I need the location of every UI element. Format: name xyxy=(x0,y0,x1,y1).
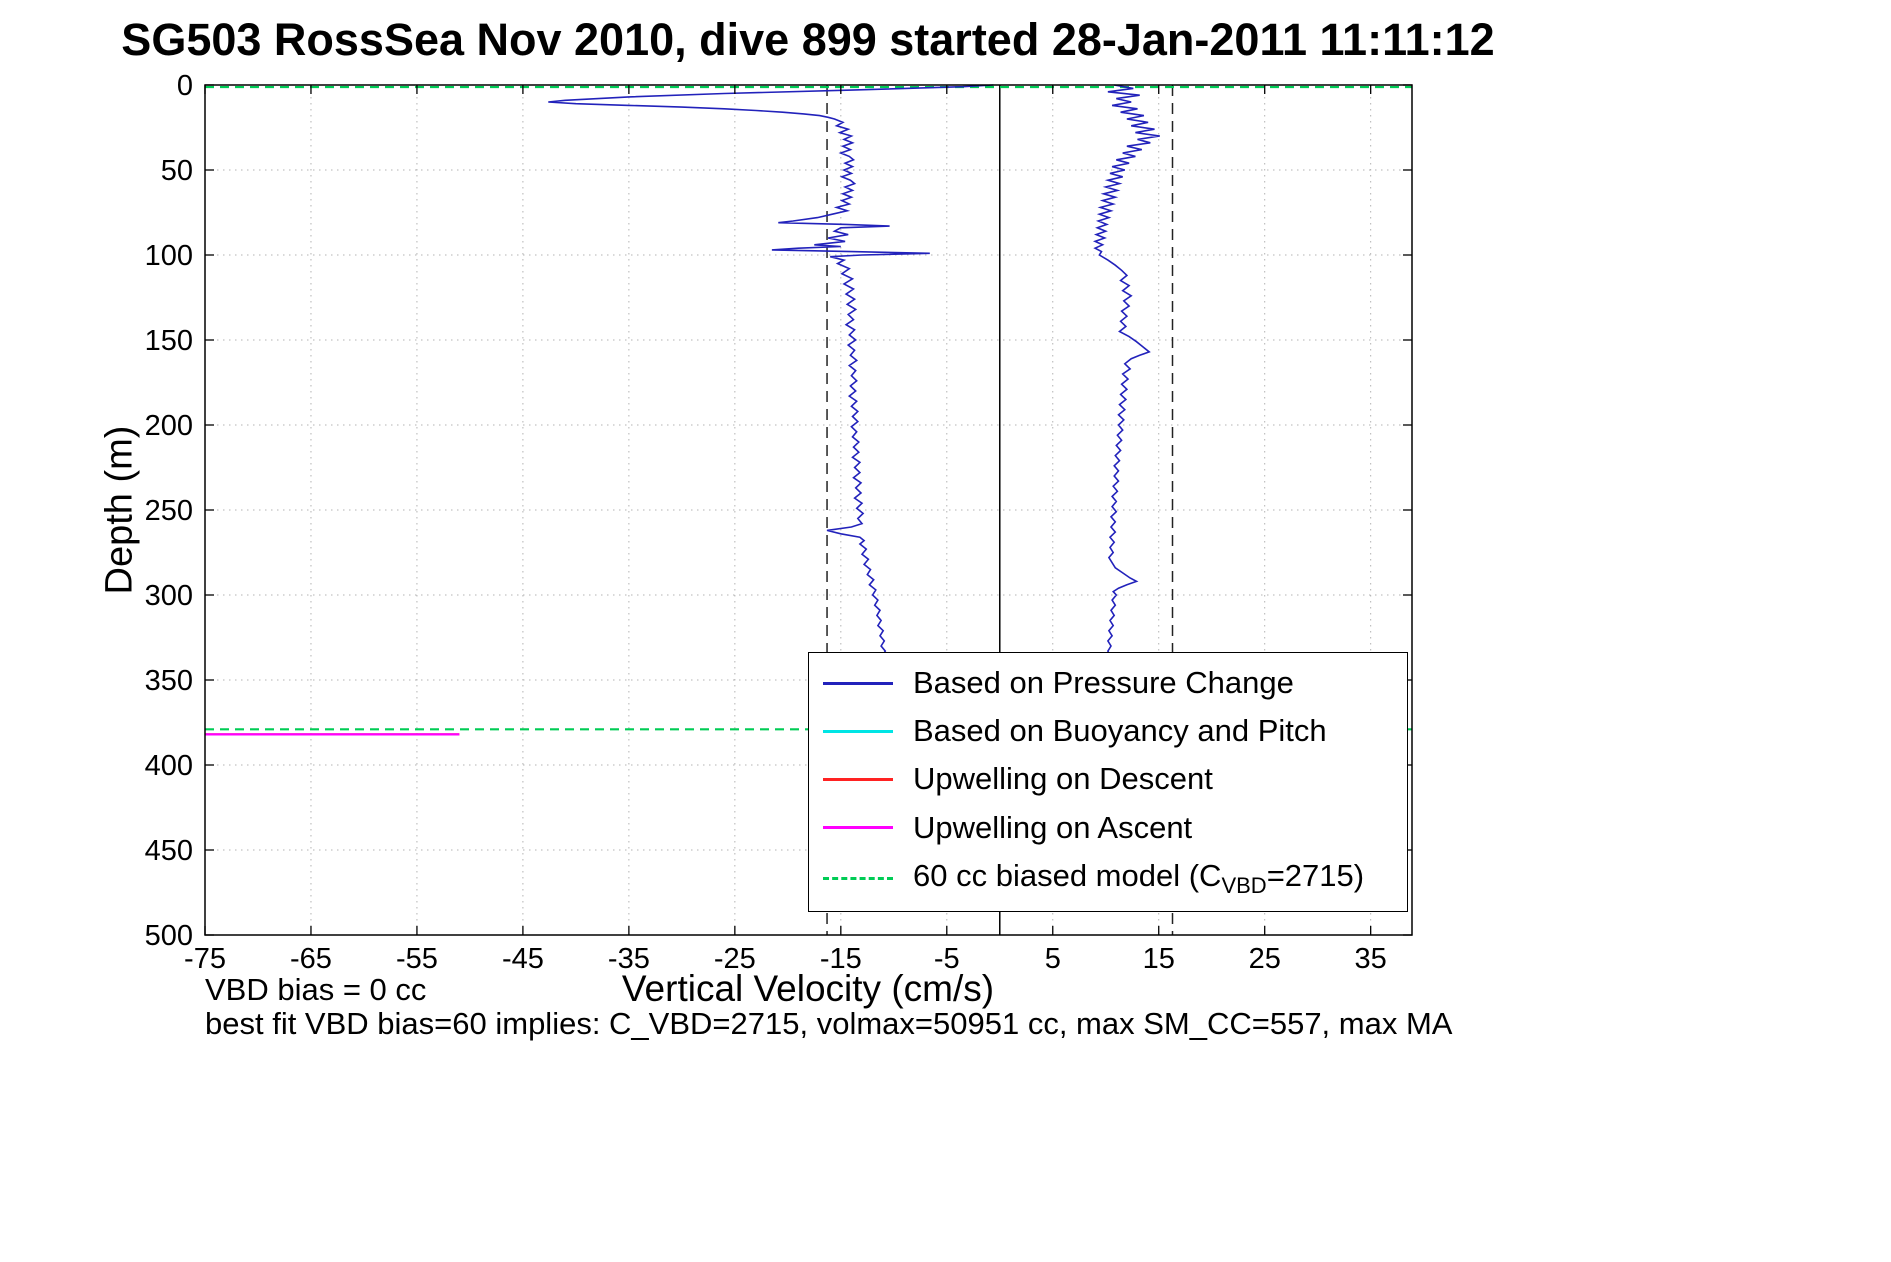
legend-item-label: Based on Pressure Change xyxy=(913,665,1294,701)
x-tick-label: -25 xyxy=(714,943,756,975)
legend-item-label: Based on Buoyancy and Pitch xyxy=(913,713,1327,749)
legend-item: Based on Pressure Change xyxy=(809,665,1407,701)
legend-line-sample xyxy=(823,729,893,733)
legend-item: Upwelling on Descent xyxy=(809,761,1407,797)
legend: Based on Pressure Change Based on Buoyanc… xyxy=(808,652,1408,912)
y-tick-label: 50 xyxy=(161,155,193,187)
y-tick-label: 450 xyxy=(145,835,193,867)
legend-line-sample xyxy=(823,777,893,781)
y-tick-label: 200 xyxy=(145,410,193,442)
y-tick-label: 300 xyxy=(145,580,193,612)
legend-line-sample xyxy=(823,876,893,880)
legend-label-subscript: VBD xyxy=(1221,872,1267,898)
series-line xyxy=(548,84,994,677)
y-tick-label: 150 xyxy=(145,325,193,357)
x-tick-label: -55 xyxy=(396,943,438,975)
x-tick-label: -75 xyxy=(184,943,226,975)
y-tick-label: 100 xyxy=(145,240,193,272)
legend-item: Based on Buoyancy and Pitch xyxy=(809,713,1407,749)
legend-item: Upwelling on Ascent xyxy=(809,810,1407,846)
y-tick-label: 500 xyxy=(145,920,193,952)
best-fit-text: best fit VBD bias=60 implies: C_VBD=2715… xyxy=(205,1006,1453,1041)
x-axis-label: Vertical Velocity (cm/s) xyxy=(621,968,995,1009)
vbd-bias-text: VBD bias = 0 cc xyxy=(205,972,427,1007)
x-tick-label: -65 xyxy=(290,943,332,975)
x-tick-label: -45 xyxy=(502,943,544,975)
x-tick-label: -15 xyxy=(820,943,862,975)
x-tick-label: 15 xyxy=(1143,943,1175,975)
y-tick-label: 0 xyxy=(177,70,193,102)
y-tick-label: 250 xyxy=(145,495,193,527)
x-tick-label: 35 xyxy=(1355,943,1387,975)
chart-title: SG503 RossSea Nov 2010, dive 899 started… xyxy=(121,14,1495,65)
y-tick-label: 350 xyxy=(145,665,193,697)
legend-line-sample xyxy=(823,826,893,830)
legend-line-sample xyxy=(823,681,893,685)
series-line xyxy=(1092,84,1160,677)
x-tick-label: 25 xyxy=(1249,943,1281,975)
x-tick-label: 5 xyxy=(1045,943,1061,975)
legend-item-label: Upwelling on Descent xyxy=(913,761,1213,797)
legend-item: 60 cc biased model (CVBD=2715) xyxy=(809,858,1407,899)
legend-item-label: Upwelling on Ascent xyxy=(913,809,1193,845)
x-tick-label: -5 xyxy=(934,943,960,975)
x-tick-label: -35 xyxy=(608,943,650,975)
legend-item-label: 60 cc biased model (CVBD=2715) xyxy=(913,857,1365,898)
y-tick-label: 400 xyxy=(145,750,193,782)
